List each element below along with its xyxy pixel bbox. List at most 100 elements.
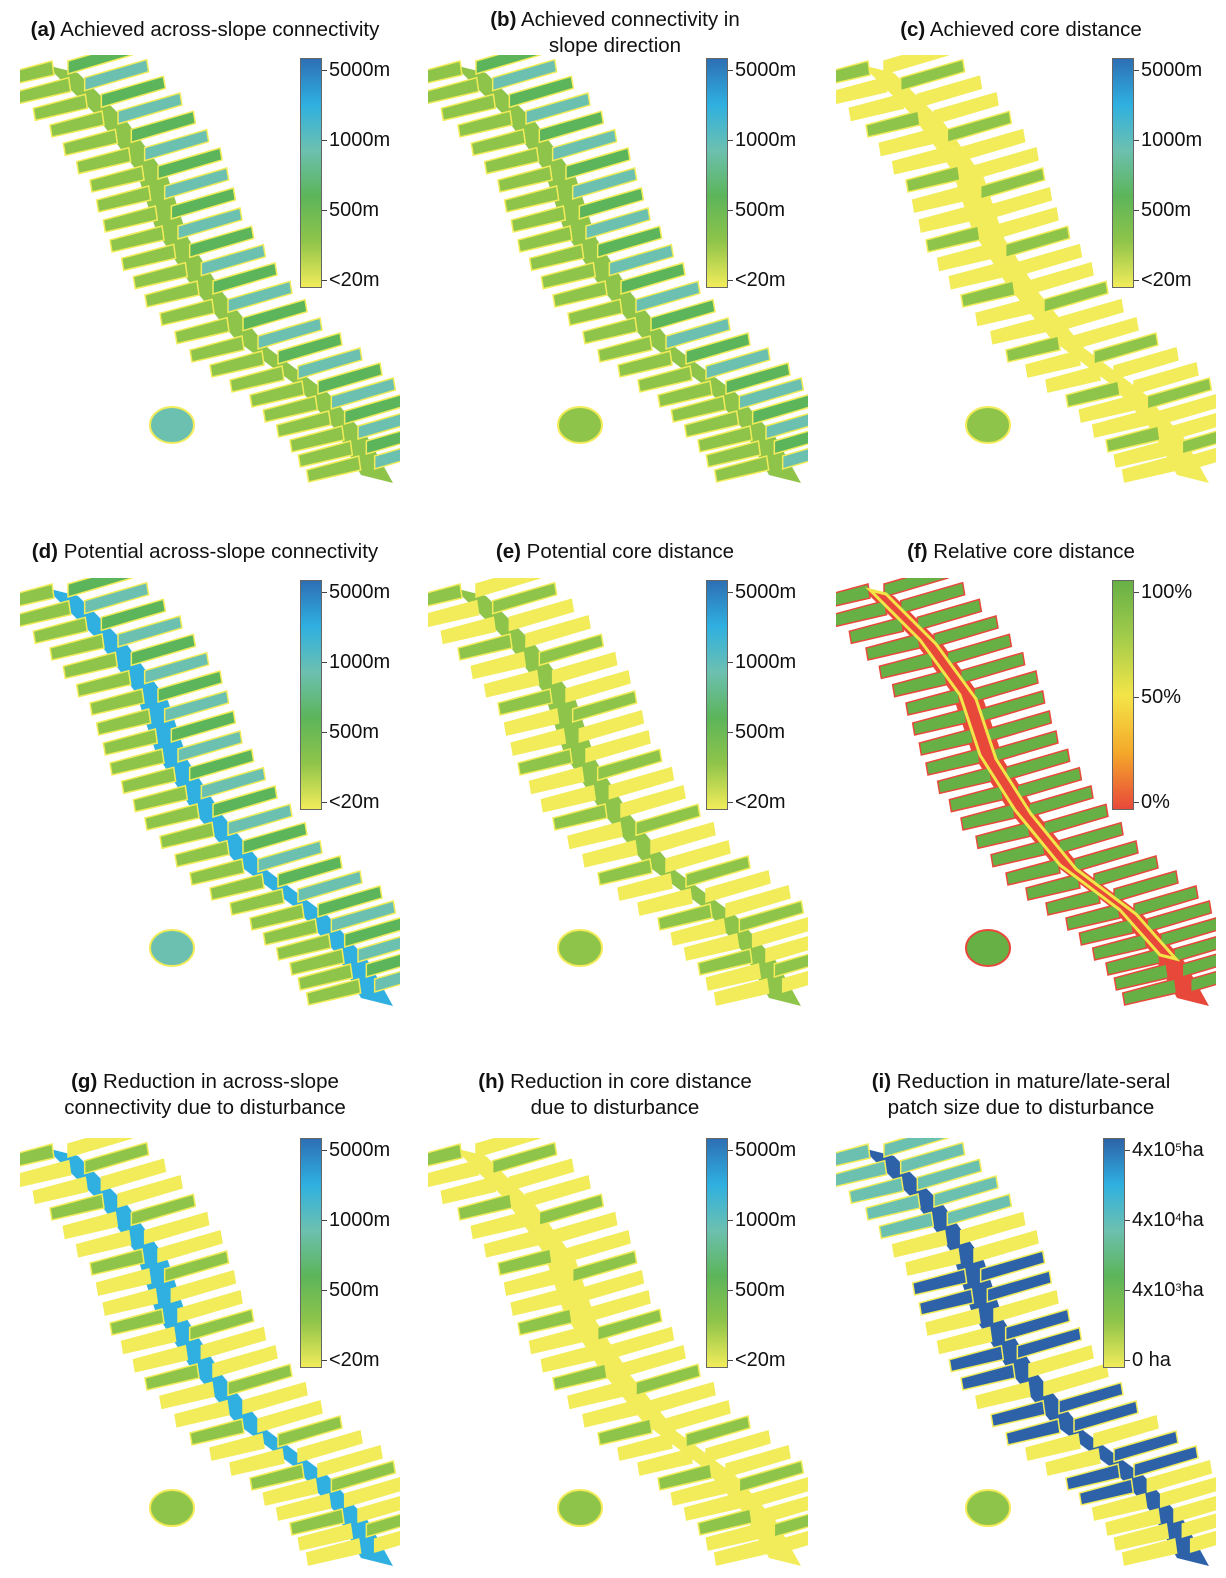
forest-patch <box>637 365 693 393</box>
forest-patch <box>357 936 400 964</box>
panel-title: slope direction <box>410 34 820 58</box>
forest-patch <box>1028 1345 1094 1379</box>
forest-patch <box>75 669 132 698</box>
map-panel: (b) Achieved connectivity in slope direct… <box>410 0 820 520</box>
forest-patch <box>212 785 278 819</box>
forest-patch <box>725 1445 791 1479</box>
forest-patch <box>948 261 1005 290</box>
forest-patch <box>1093 332 1159 366</box>
colorbar-tick-label: 1000m <box>1134 130 1202 150</box>
forest-patch <box>540 261 597 290</box>
colorbar-tick-label: 500m <box>322 1280 379 1300</box>
forest-patch <box>528 1326 585 1355</box>
colorbar-tick-label: <20m <box>322 1350 380 1370</box>
forest-patch <box>1058 1381 1124 1415</box>
forest-patch <box>705 440 762 468</box>
forest-patch <box>503 708 560 736</box>
forest-patch <box>836 583 871 607</box>
forest-patch <box>49 110 105 138</box>
forest-patch <box>1146 377 1213 411</box>
forest-patch <box>552 280 608 308</box>
forest-patch <box>565 147 631 181</box>
forest-patch <box>959 1211 1026 1245</box>
colorbar <box>1112 58 1134 288</box>
forest-patch <box>143 651 210 685</box>
forest-patch <box>249 1463 305 1491</box>
forest-patch <box>117 1175 183 1209</box>
forest-patch <box>685 1415 751 1449</box>
landscape-map <box>836 578 1216 1006</box>
landscape-map <box>428 1138 808 1566</box>
forest-patch <box>781 1530 808 1554</box>
forest-patch <box>836 1143 871 1167</box>
map-panel: (d) Potential across-slope connectivity <box>0 522 410 1042</box>
panel-letter: (a) <box>30 18 56 41</box>
forest-patch <box>1181 430 1216 456</box>
forest-patch <box>683 1493 740 1521</box>
isolated-patch <box>965 929 1011 967</box>
colorbar-tick-label: <20m <box>728 270 786 290</box>
landscape-map <box>836 55 1216 483</box>
forest-patch <box>49 1193 105 1221</box>
isolated-patch <box>149 929 195 967</box>
forest-patch <box>578 1270 645 1304</box>
forest-patch <box>773 430 808 456</box>
forest-patch <box>305 455 362 483</box>
forest-patch <box>925 225 981 253</box>
forest-patch <box>49 633 105 661</box>
isolated-patch <box>557 1489 603 1527</box>
forest-patch <box>102 728 159 756</box>
forest-patch <box>1045 1448 1101 1476</box>
forest-patch <box>596 748 663 782</box>
forest-patch <box>229 1448 285 1476</box>
panel-title: (f) Relative core distance <box>816 540 1226 564</box>
forest-patch <box>738 1460 805 1494</box>
forest-patch <box>571 1250 638 1284</box>
forest-patch <box>946 110 1013 144</box>
colorbar-tick-label: 0% <box>1134 792 1170 812</box>
landscape-map <box>20 578 400 1006</box>
panel-title-text: connectivity due to disturbance <box>64 1096 346 1119</box>
panel-title-text: Achieved across-slope connectivity <box>60 18 380 41</box>
colorbar-tick-label: 1000m <box>322 1210 390 1230</box>
forest-patch <box>330 900 397 934</box>
forest-patch <box>174 839 230 868</box>
forest-patch <box>650 1381 716 1415</box>
forest-patch <box>848 616 905 645</box>
forest-patch <box>960 280 1016 308</box>
forest-patch <box>925 1308 981 1336</box>
landscape-map <box>836 1138 1216 1566</box>
colorbar <box>706 58 728 288</box>
colorbar-tick-label: 5000m <box>322 582 390 602</box>
forest-patch <box>1045 888 1101 916</box>
forest-patch <box>1105 948 1161 976</box>
valley-band <box>454 588 801 1006</box>
forest-patch <box>657 380 713 408</box>
forest-patch <box>1065 903 1121 931</box>
forest-patch <box>440 93 497 122</box>
forest-patch <box>428 1159 480 1188</box>
forest-patch <box>959 128 1026 162</box>
forest-patch <box>297 1523 354 1551</box>
forest-patch <box>751 1477 808 1509</box>
forest-patch <box>683 933 740 961</box>
forest-patch <box>1189 970 1216 994</box>
map-panel: (f) Relative core distance <box>816 522 1226 1042</box>
forest-patch <box>975 1381 1031 1410</box>
forest-patch <box>1105 1508 1161 1536</box>
forest-patch <box>865 1193 921 1221</box>
forest-patch <box>781 970 808 994</box>
forest-patch <box>1173 1496 1216 1524</box>
isolated-patch <box>149 1489 195 1527</box>
forest-patch <box>685 332 751 366</box>
forest-patch <box>177 730 243 764</box>
forest-patch <box>508 598 575 632</box>
forest-patch <box>1091 1493 1148 1521</box>
colorbar-tick-label: <20m <box>1134 270 1192 290</box>
forest-patch <box>62 1211 119 1240</box>
forest-patch <box>697 948 753 976</box>
forest-patch <box>159 821 215 850</box>
forest-patch <box>229 888 285 916</box>
forest-patch <box>597 1418 653 1446</box>
forest-patch <box>540 784 597 813</box>
